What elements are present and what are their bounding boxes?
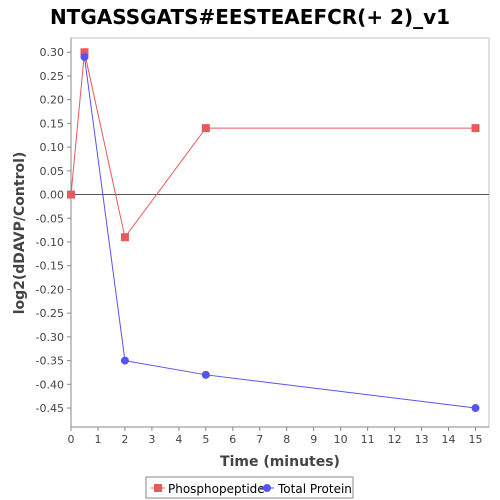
data-point-phosphopeptide (80, 48, 89, 57)
y-tick-label: 0.05 (40, 165, 65, 178)
y-axis-label: log2(dDAVP/Control) (12, 152, 28, 315)
series-layer (67, 48, 480, 413)
series-line-total-protein (83, 56, 476, 409)
data-point-phosphopeptide (67, 190, 75, 199)
x-tick-label: 4 (175, 433, 182, 446)
x-tick-label: 5 (202, 433, 209, 446)
x-tick-label: 6 (229, 433, 236, 446)
x-tick-label: 9 (310, 433, 317, 446)
data-point-total-protein (471, 404, 480, 413)
x-tick-label: 2 (121, 433, 128, 446)
y-tick-label: 0.00 (40, 189, 65, 202)
y-tick-label: -0.10 (36, 236, 64, 249)
y-tick-label: -0.20 (36, 283, 64, 296)
legend-total-protein-marker (263, 484, 271, 492)
y-tick-label: 0.15 (40, 117, 65, 130)
y-tick-label: 0.20 (40, 94, 65, 107)
legend-total-protein-label: Total Protein (277, 482, 352, 496)
legend-phosphopeptide-label: Phosphopeptide (168, 482, 265, 496)
y-tick-label: -0.15 (36, 260, 64, 273)
x-tick-label: 14 (442, 433, 456, 446)
legend-box (145, 476, 354, 499)
y-tick-label: -0.25 (36, 307, 64, 320)
data-point-phosphopeptide (120, 233, 129, 242)
x-tick-label: 11 (361, 433, 375, 446)
x-tick-label: 8 (283, 433, 290, 446)
y-tick-label: -0.45 (36, 402, 64, 415)
series-phosphopeptide (67, 48, 480, 242)
data-point-total-protein (201, 370, 210, 379)
x-tick-label: 0 (68, 433, 75, 446)
x-axis-ticks: 0 1 2 3 4 5 6 7 8 9 10 11 12 13 14 15 (68, 427, 483, 446)
y-tick-label: -0.40 (36, 378, 64, 391)
x-tick-label: 15 (469, 433, 483, 446)
y-axis-ticks: 0.30 0.25 0.20 0.15 0.10 0.05 0.00 -0.05 -0.10 -0… (36, 46, 71, 415)
x-axis-label: Time (minutes) (220, 454, 340, 470)
legend: Phosphopeptide Total Protein (145, 476, 354, 499)
y-tick-label: 0.25 (40, 70, 65, 83)
y-tick-label: 0.10 (40, 141, 65, 154)
x-tick-label: 12 (388, 433, 402, 446)
x-tick-label: 3 (148, 433, 155, 446)
x-tick-label: 10 (334, 433, 348, 446)
series-total-protein (80, 52, 480, 413)
data-point-phosphopeptide (471, 124, 480, 133)
x-tick-label: 13 (415, 433, 429, 446)
y-tick-label: 0.30 (40, 46, 65, 59)
x-tick-label: 1 (94, 433, 101, 446)
x-tick-label: 7 (256, 433, 263, 446)
data-point-total-protein (120, 356, 129, 365)
data-point-phosphopeptide (201, 124, 210, 133)
y-tick-label: -0.30 (36, 331, 64, 344)
y-tick-label: -0.05 (36, 212, 64, 225)
data-point-total-protein (80, 52, 89, 61)
plot-area (70, 37, 490, 428)
legend-phosphopeptide-marker (154, 484, 162, 492)
chart-title: NTGASSGATS#EESTEAEFCR(+ 2)_v1 (50, 5, 450, 29)
y-tick-label: -0.35 (36, 355, 64, 368)
